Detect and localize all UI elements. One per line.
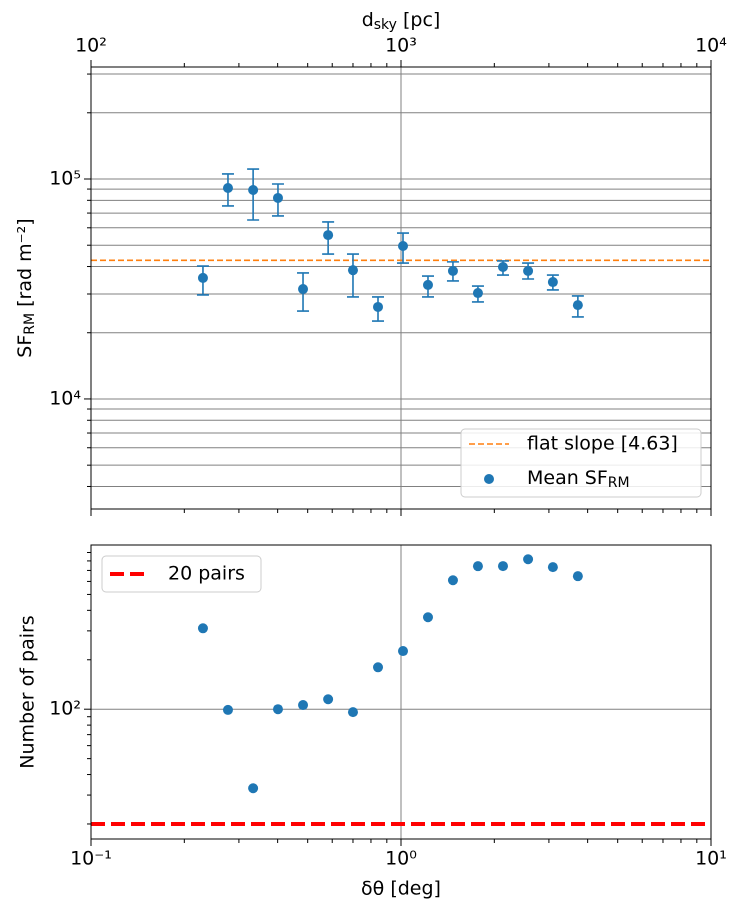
- point: [447, 575, 458, 586]
- legend-label-sub: RM: [608, 475, 630, 491]
- x-axis-label: δθ [deg]: [361, 878, 441, 900]
- y-axis-label: Number of pairs: [17, 615, 39, 768]
- legend-box: [460, 428, 702, 498]
- legend-label: Mean SFRM: [527, 467, 630, 492]
- legend-label-main: Mean SF: [527, 467, 608, 489]
- y-axis-label-rest: [rad m⁻²]: [14, 218, 36, 313]
- point: [272, 192, 283, 203]
- y-tick-label: 10⁴: [49, 387, 81, 409]
- x-tick-label: 10¹: [695, 848, 727, 870]
- error-bar: [346, 253, 359, 298]
- point: [398, 240, 409, 251]
- x2-axis-label: dsky [pc]: [362, 9, 441, 34]
- point: [248, 783, 259, 794]
- point: [373, 662, 384, 673]
- x2-axis-label-main: d: [362, 9, 374, 31]
- point: [422, 279, 433, 290]
- point: [197, 623, 208, 634]
- y-axis-label-sub: RM: [22, 313, 38, 335]
- point: [572, 571, 583, 582]
- point: [347, 707, 358, 718]
- point: [272, 704, 283, 715]
- point: [298, 700, 309, 711]
- point: [323, 230, 334, 241]
- legend-label: flat slope [4.63]: [527, 433, 678, 455]
- x2-tick-label: 10³: [385, 35, 417, 57]
- point: [222, 704, 233, 715]
- point: [547, 562, 558, 573]
- point: [323, 694, 334, 705]
- y-axis-label-main: SF: [14, 335, 36, 358]
- x2-tick-label: 10²: [75, 35, 107, 57]
- point: [472, 561, 483, 572]
- point: [572, 300, 583, 311]
- point: [222, 183, 233, 194]
- point: [248, 185, 259, 196]
- point: [497, 262, 508, 273]
- point: [197, 272, 208, 283]
- legend-swatch: [484, 474, 494, 484]
- y-tick-label: 10²: [49, 698, 81, 720]
- x2-tick-label: 10⁴: [695, 35, 727, 57]
- point: [373, 301, 384, 312]
- legend-label: 20 pairs: [168, 563, 245, 585]
- point: [523, 554, 534, 565]
- x2-axis-label-rest: [pc]: [397, 9, 440, 31]
- point: [523, 265, 534, 276]
- y-tick-label: 10⁵: [49, 168, 81, 190]
- point: [398, 646, 409, 657]
- y-axis-label: SFRM [rad m⁻²]: [14, 218, 39, 357]
- point: [497, 561, 508, 572]
- point: [347, 265, 358, 276]
- point: [298, 284, 309, 295]
- axes-frame: [90, 544, 712, 840]
- legend-box: [101, 555, 262, 593]
- point: [422, 612, 433, 623]
- x-tick-label: 10⁰: [385, 848, 417, 870]
- axes-frame: [90, 66, 712, 510]
- x2-axis-label-sub: sky: [374, 17, 397, 33]
- x-tick-label: 10⁻¹: [70, 848, 112, 870]
- point: [472, 288, 483, 299]
- point: [547, 277, 558, 288]
- point: [447, 265, 458, 276]
